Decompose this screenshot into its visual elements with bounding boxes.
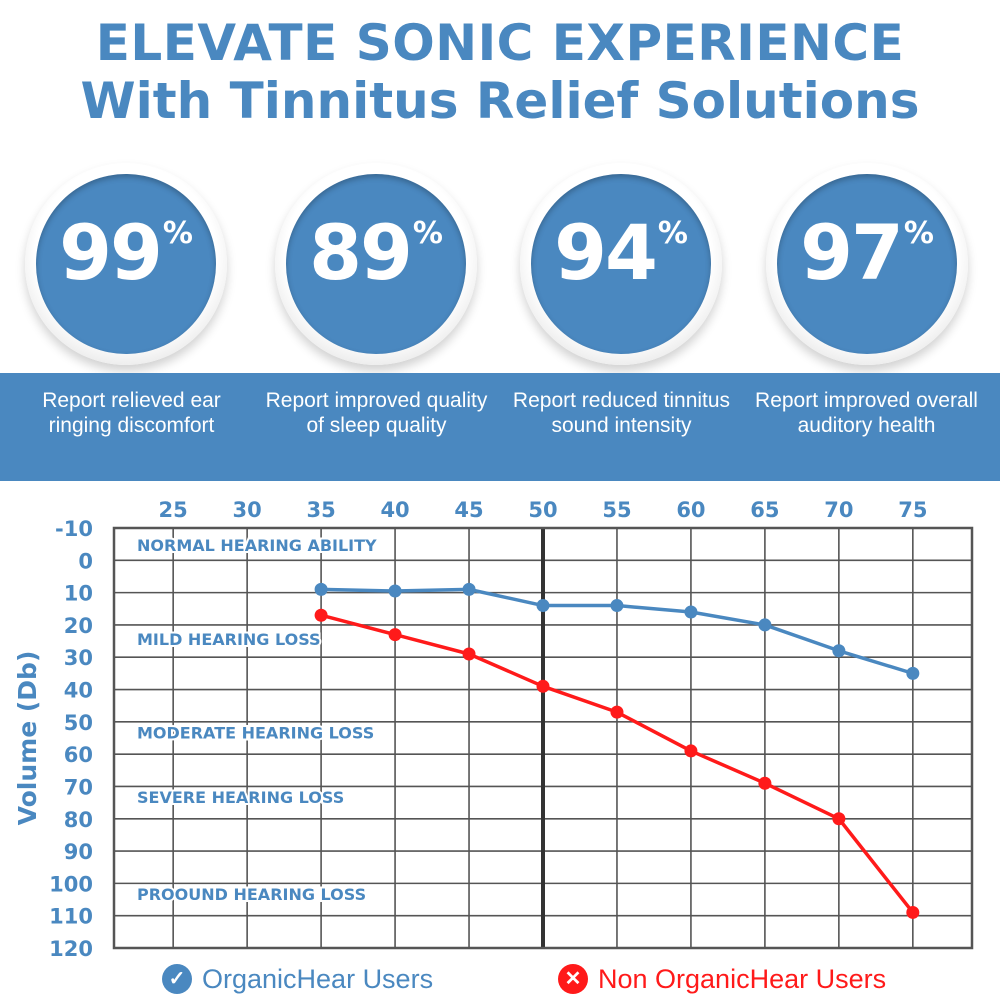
y-tick-label: 10 <box>64 582 93 606</box>
percent-sign: % <box>412 216 443 251</box>
point-non-organichear <box>684 744 698 758</box>
y-axis-label: Volume (Db) <box>13 651 42 826</box>
point-organichear <box>314 582 328 596</box>
point-organichear <box>610 599 624 613</box>
x-tick-label: 50 <box>528 498 557 522</box>
zone-label: NORMAL HEARING ABILITY <box>137 536 377 555</box>
headline: ELEVATE SONIC EXPERIENCE <box>95 14 905 72</box>
point-organichear <box>388 584 402 598</box>
hearing-chart: 25 30 35 40 45 50 55 60 65 70 75 -10 0 10 20 30 40 50 60 70… <box>13 498 974 960</box>
stat-value: 97% <box>800 208 934 297</box>
stat-caption: Report improved quality of sleep quality <box>265 389 488 437</box>
x-icon: ✕ <box>558 964 588 994</box>
point-organichear <box>758 618 772 632</box>
legend-label: OrganicHear Users <box>202 963 434 994</box>
stat-disc <box>531 174 711 354</box>
x-tick-label: 30 <box>233 498 262 522</box>
y-tick-label: 100 <box>49 872 93 896</box>
zone-label: SEVERE HEARING LOSS <box>137 788 344 807</box>
point-non-organichear <box>462 647 476 661</box>
x-tick-label: 25 <box>159 498 188 522</box>
point-non-organichear <box>610 705 624 719</box>
legend-item-non-organichear: ✕ Non OrganicHear Users <box>558 962 886 996</box>
stat-value: 89% <box>309 208 443 297</box>
zone-label: MODERATE HEARING LOSS <box>137 724 374 743</box>
plot-frame <box>112 526 974 950</box>
x-tick-label: 35 <box>306 498 335 522</box>
legend-item-organichear: ✓ OrganicHear Users <box>162 962 433 996</box>
zone-label: MILD HEARING LOSS <box>137 630 321 649</box>
stat-disc <box>777 174 957 354</box>
stat-circle-relieved: 99% <box>25 163 227 365</box>
y-tick-label: 40 <box>64 679 93 703</box>
stat-circle-sleep: 89% <box>275 163 477 365</box>
check-icon: ✓ <box>162 964 192 994</box>
stat-circle-auditory: 97% <box>766 163 968 365</box>
x-tick-label: 40 <box>380 498 409 522</box>
percent-sign: % <box>657 216 688 251</box>
y-tick-label: 110 <box>49 905 93 929</box>
point-organichear <box>536 599 550 613</box>
point-non-organichear <box>314 608 328 622</box>
point-organichear <box>832 644 846 658</box>
point-organichear <box>684 605 698 619</box>
y-tick-label: 30 <box>64 646 93 670</box>
x-tick-label: 65 <box>750 498 779 522</box>
x-tick-label: 55 <box>602 498 631 522</box>
stat-caption: Report reduced tinnitus sound intensity <box>512 389 731 437</box>
caption-band <box>0 373 1000 481</box>
legend-label: Non OrganicHear Users <box>598 963 887 994</box>
point-organichear <box>462 582 476 596</box>
zone-label: PROOUND HEARING LOSS <box>137 885 366 904</box>
percent-sign: % <box>903 216 934 251</box>
stat-circle-intensity: 94% <box>520 163 722 365</box>
y-tick-label: 70 <box>64 775 93 799</box>
y-tick-label: 90 <box>64 840 93 864</box>
y-tick-label: 0 <box>78 549 93 573</box>
stat-caption: Report relieved ear ringing discomfort <box>42 389 221 437</box>
y-tick-label: 60 <box>64 743 93 767</box>
y-tick-label: 50 <box>64 711 93 735</box>
point-non-organichear <box>906 905 920 919</box>
point-non-organichear <box>832 812 846 826</box>
stat-caption: Report improved overall auditory health <box>755 389 978 437</box>
point-non-organichear <box>388 628 402 642</box>
point-organichear <box>906 666 920 680</box>
stat-disc <box>286 174 466 354</box>
y-tick-label: 20 <box>64 614 93 638</box>
stat-value: 94% <box>554 208 688 297</box>
point-non-organichear <box>758 776 772 790</box>
x-tick-label: 45 <box>454 498 483 522</box>
subheadline: With Tinnitus Relief Solutions <box>80 72 920 130</box>
x-tick-label: 75 <box>898 498 927 522</box>
y-tick-label: -10 <box>55 517 93 541</box>
stat-value: 99% <box>59 208 193 297</box>
percent-sign: % <box>162 216 193 251</box>
y-tick-label: 120 <box>49 937 93 960</box>
point-non-organichear <box>536 679 550 693</box>
y-tick-label: 80 <box>64 808 93 832</box>
x-tick-label: 60 <box>676 498 705 522</box>
stat-disc <box>36 174 216 354</box>
x-tick-label: 70 <box>824 498 853 522</box>
